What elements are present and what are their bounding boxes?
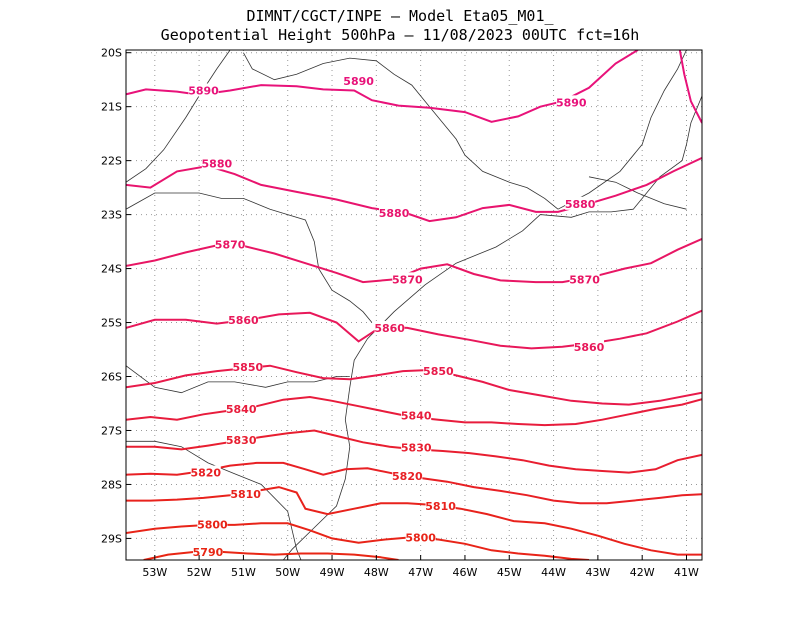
contour-label-bg (401, 408, 432, 422)
tick-label-lon: 47W (408, 566, 433, 579)
tick-label-lon: 43W (585, 566, 610, 579)
contour-label-bg (190, 465, 221, 479)
plot-frame (125, 49, 703, 561)
contour-label-5880: 5880 (565, 198, 596, 211)
tick-label-lon: 44W (541, 566, 566, 579)
tick-label-lon: 50W (275, 566, 300, 579)
contour-label-5870: 5870 (569, 273, 600, 286)
state-border-3 (126, 440, 302, 560)
contour-label-bg (405, 530, 436, 544)
tick-label-lat: 20S (101, 47, 122, 60)
tick-label-lon: 53W (142, 566, 167, 579)
contour-label-5890: 5890 (188, 84, 219, 97)
plot-background (126, 50, 702, 560)
tick-label-lon: 52W (187, 566, 212, 579)
contour-label-5840: 5840 (226, 403, 257, 416)
state-border-6 (126, 50, 231, 183)
contour-label-bg (343, 73, 374, 87)
contour-label-bg (392, 272, 423, 286)
contour-label-bg (401, 440, 432, 454)
tick-label-lat: 27S (101, 424, 122, 437)
state-border-1 (126, 192, 373, 323)
contour-line-5890 (678, 50, 702, 124)
tick-label-lon: 41W (674, 566, 699, 579)
contour-label-bg (392, 468, 423, 482)
contour-label-bg (574, 339, 605, 353)
contour-label-5890: 5890 (343, 75, 374, 88)
contour-label-5790: 5790 (193, 546, 224, 559)
contour-label-bg (226, 401, 257, 415)
contour-label-5830: 5830 (226, 434, 257, 447)
contour-label-5810: 5810 (425, 500, 456, 513)
tick-label-lon: 49W (320, 566, 345, 579)
contour-line-5790 (143, 550, 399, 560)
contour-line-5850 (126, 364, 702, 406)
contour-label-bg (556, 95, 587, 109)
tick-label-lon: 46W (453, 566, 478, 579)
contour-label-5820: 5820 (392, 470, 423, 483)
contour-label-5880: 5880 (202, 157, 233, 170)
contour-label-5880: 5880 (379, 207, 410, 220)
tick-label-lat: 21S (101, 101, 122, 114)
state-border-5 (557, 50, 687, 210)
contour-label-5860: 5860 (374, 322, 405, 335)
geographic-borders (126, 50, 702, 560)
contour-label-5840: 5840 (401, 409, 432, 422)
tick-label-lat: 22S (101, 155, 122, 168)
contour-label-5850: 5850 (233, 361, 264, 374)
contour-label-5860: 5860 (574, 341, 605, 354)
contour-line-5860 (126, 309, 702, 350)
contour-label-bg (192, 544, 223, 558)
contour-label-bg (569, 272, 600, 286)
contour-line-5810 (126, 486, 702, 556)
contour-label-5850: 5850 (423, 365, 454, 378)
coastline (282, 95, 702, 560)
tick-label-lat: 28S (101, 478, 122, 491)
tick-label-lon: 51W (231, 566, 256, 579)
tick-label-lat: 26S (101, 371, 122, 384)
contour-label-bg (425, 499, 456, 513)
contour-label-bg (232, 359, 263, 373)
state-border-4 (243, 52, 559, 210)
contour-label-bg (197, 517, 228, 531)
tick-label-lat: 24S (101, 263, 122, 276)
contour-label-bg (423, 364, 454, 378)
contour-label-bg (228, 312, 259, 326)
contour-label-5810: 5810 (230, 488, 261, 501)
contour-label-bg (188, 83, 219, 97)
contour-label-bg (379, 205, 410, 219)
contour-label-5890: 5890 (556, 96, 587, 109)
map-title-line-2: Geopotential Height 500hPa – 11/08/2023 … (160, 26, 640, 44)
state-border-7 (588, 176, 687, 210)
contour-label-5800: 5800 (405, 531, 436, 544)
state-border-2 (126, 365, 350, 394)
tick-label-lat: 29S (101, 532, 122, 545)
contour-label-5800: 5800 (197, 518, 228, 531)
map-title-line-1: DIMNT/CGCT/INPE – Model Eta05_M01_ (246, 7, 554, 25)
contour-label-bg (201, 156, 232, 170)
contour-label-5820: 5820 (190, 467, 221, 480)
tick-label-lon: 48W (364, 566, 389, 579)
contour-label-bg (226, 433, 257, 447)
tick-label-lat: 23S (101, 209, 122, 222)
contour-label-bg (230, 487, 261, 501)
contour-labels: 5890 5890 5890 5880 5880 5880 5870 5870 5870 5860… (188, 73, 605, 559)
tick-label-lon: 45W (497, 566, 522, 579)
contour-label-bg (565, 196, 596, 210)
contour-label-5870: 5870 (392, 273, 423, 286)
contour-label-bg (374, 320, 405, 334)
tick-label-lat: 25S (101, 317, 122, 330)
contour-label-5870: 5870 (215, 238, 246, 251)
longitude-ticks: 53W 52W 51W 50W 49W 48W 47W 46W 45W 44W 43W 42W 41W (142, 555, 699, 579)
contour-label-bg (215, 237, 246, 251)
contour-label-5860: 5860 (228, 314, 259, 327)
latitude-ticks: 20S 21S 22S 23S 24S 25S 26S 27S 28S 29S (101, 47, 131, 545)
tick-label-lon: 42W (630, 566, 655, 579)
contour-label-5830: 5830 (401, 442, 432, 455)
